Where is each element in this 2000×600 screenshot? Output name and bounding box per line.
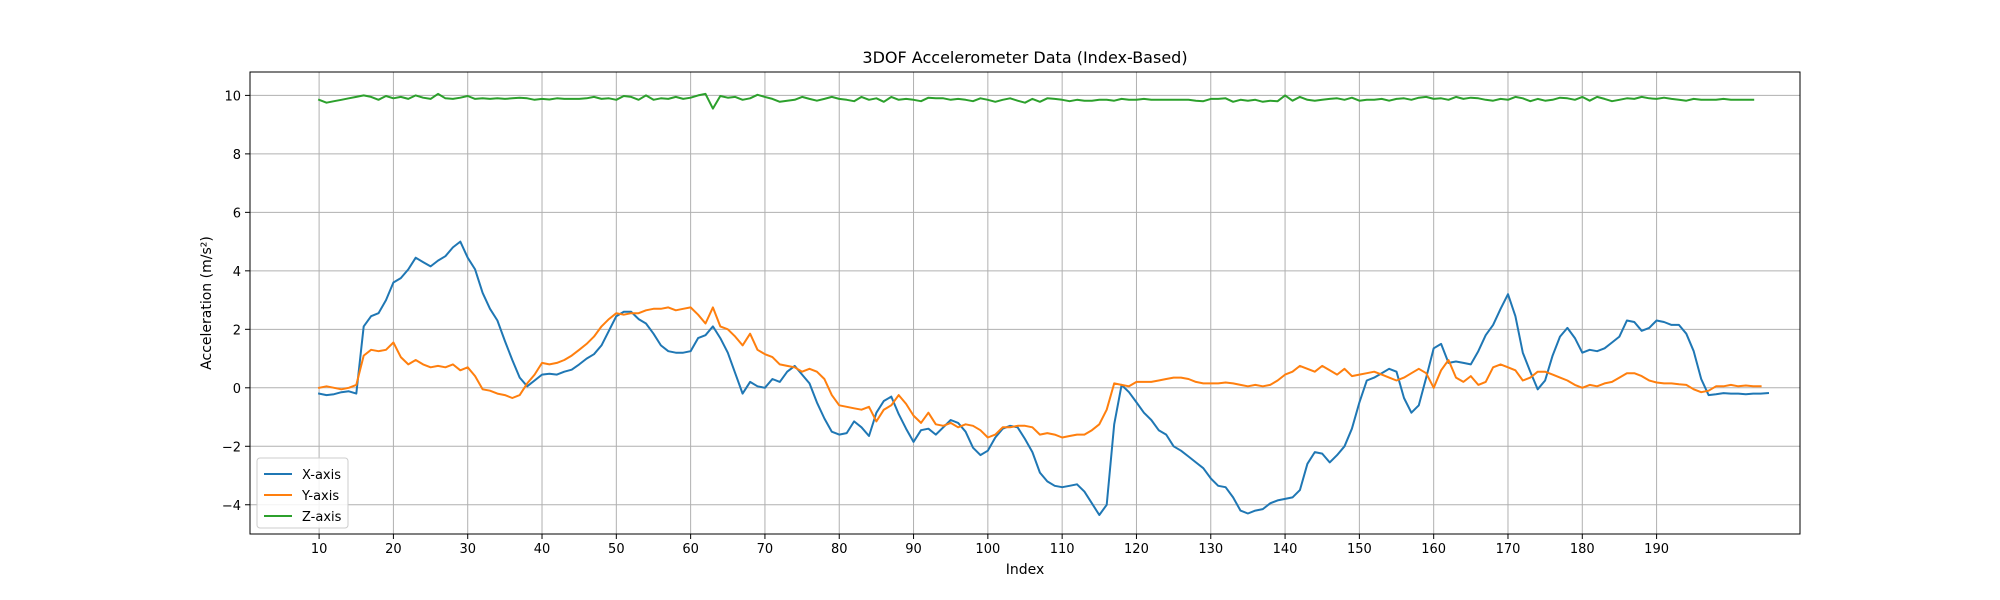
series-lines bbox=[317, 92, 1770, 516]
y-axis-label: Acceleration (m/s²) bbox=[199, 236, 215, 370]
x-tick-label: 60 bbox=[682, 542, 699, 557]
series-line-y-axis bbox=[317, 306, 1762, 439]
x-tick-label: 10 bbox=[311, 542, 328, 557]
x-tick-label: 40 bbox=[534, 542, 551, 557]
y-tick-label: 0 bbox=[233, 382, 241, 397]
x-tick-label: 160 bbox=[1421, 542, 1446, 557]
x-axis-label: Index bbox=[1006, 562, 1045, 578]
y-tick-label: −2 bbox=[222, 440, 241, 455]
x-tick-label: 150 bbox=[1347, 542, 1372, 557]
x-tick-label: 170 bbox=[1496, 542, 1521, 557]
x-tick-label: 140 bbox=[1273, 542, 1298, 557]
x-tick-label: 90 bbox=[905, 542, 922, 557]
y-axis-ticks: −4 −2 0 2 4 6 8 10 bbox=[222, 89, 250, 514]
x-axis-ticks: 10 20 30 40 50 60 70 80 90 100 110 120 130 140 150 160 1… bbox=[311, 534, 1669, 557]
y-tick-label: 6 bbox=[233, 206, 241, 221]
grid-lines bbox=[250, 72, 1800, 534]
legend-entries: X-axis Y-axis Z-axis bbox=[264, 468, 342, 525]
y-tick-label: 2 bbox=[233, 323, 241, 338]
chart-title: 3DOF Accelerometer Data (Index-Based) bbox=[862, 48, 1187, 67]
series-line-x-axis bbox=[317, 240, 1770, 516]
y-tick-label: −4 bbox=[222, 499, 241, 514]
x-tick-label: 70 bbox=[757, 542, 774, 557]
x-tick-label: 120 bbox=[1124, 542, 1149, 557]
x-tick-label: 50 bbox=[608, 542, 625, 557]
legend-label-x-axis: X-axis bbox=[302, 468, 341, 483]
legend-box bbox=[256, 457, 349, 529]
y-tick-label: 8 bbox=[233, 148, 241, 163]
y-tick-label: 4 bbox=[233, 265, 241, 280]
x-tick-label: 20 bbox=[385, 542, 402, 557]
series-line-z-axis bbox=[317, 92, 1755, 110]
legend: X-axis Y-axis Z-axis bbox=[256, 457, 349, 529]
x-tick-label: 130 bbox=[1198, 542, 1223, 557]
x-tick-label: 30 bbox=[459, 542, 476, 557]
x-tick-label: 80 bbox=[831, 542, 848, 557]
legend-label-y-axis: Y-axis bbox=[301, 489, 339, 504]
x-tick-label: 190 bbox=[1644, 542, 1669, 557]
x-tick-label: 110 bbox=[1050, 542, 1075, 557]
x-tick-label: 180 bbox=[1570, 542, 1595, 557]
y-tick-label: 10 bbox=[224, 89, 241, 104]
plot-frame bbox=[249, 71, 1801, 535]
x-tick-label: 100 bbox=[975, 542, 1000, 557]
legend-label-z-axis: Z-axis bbox=[302, 510, 342, 525]
